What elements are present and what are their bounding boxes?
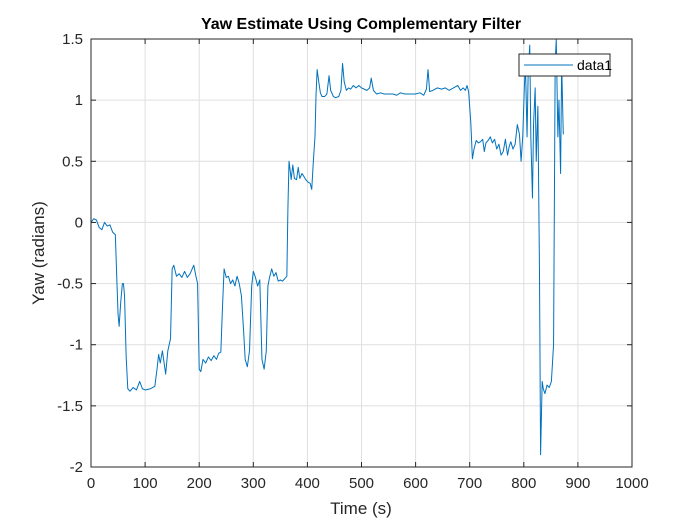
chart-title: Yaw Estimate Using Complementary Filter [201,16,521,33]
x-tick-label: 600 [403,475,428,492]
x-tick-label: 400 [295,475,320,492]
x-tick-label: 1000 [615,475,648,492]
series-line-data1 [90,38,564,456]
y-tick-label: 0 [75,214,83,231]
y-tick-label: 1 [75,92,83,109]
x-tick-label: 700 [457,475,482,492]
y-tick-label: -1.5 [57,398,83,415]
y-tick-label: -1 [70,337,83,354]
x-tick-labels: 0 100 200 300 400 500 600 700 800 900 1000 [87,475,649,492]
x-tick-label: 800 [511,475,536,492]
x-tick-label: 300 [241,475,266,492]
y-tick-label: 0.5 [62,153,83,170]
x-tick-label: 0 [87,475,95,492]
y-tick-labels: -2 -1.5 -1 -0.5 0 0.5 1 1.5 [57,31,83,476]
x-axis-label: Time (s) [330,499,392,518]
y-tick-label: 1.5 [62,31,83,48]
legend[interactable]: data1 [518,53,612,77]
x-tick-label: 500 [349,475,374,492]
y-tick-label: -2 [70,459,83,476]
x-tick-label: 100 [133,475,158,492]
x-tick-label: 200 [187,475,212,492]
legend-label-data1: data1 [577,57,612,73]
series-group [90,38,564,456]
x-tick-label: 900 [565,475,590,492]
y-tick-label: -0.5 [57,276,83,293]
y-axis-label: Yaw (radians) [29,201,48,305]
tick-marks [90,38,633,468]
